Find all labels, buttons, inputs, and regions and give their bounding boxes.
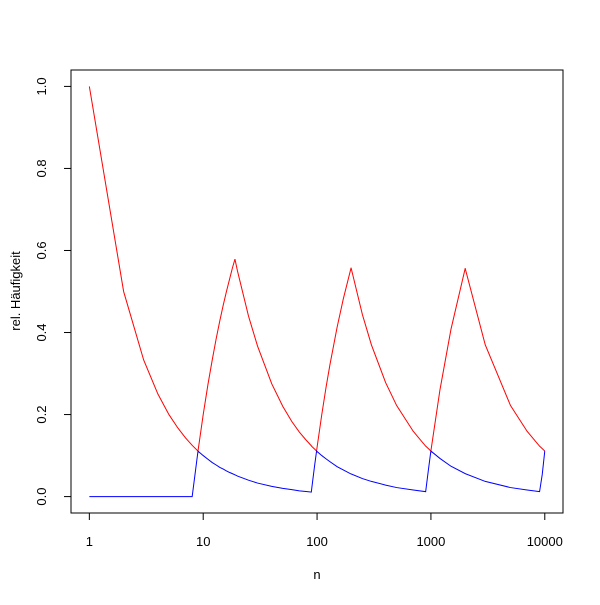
y-tick-label: 0.6 xyxy=(34,241,49,259)
series-line xyxy=(88,86,546,453)
y-tick-label: 0.8 xyxy=(34,159,49,177)
y-tick-label: 0.4 xyxy=(34,323,49,341)
x-tick-label: 1000 xyxy=(416,534,445,549)
x-axis-label: n xyxy=(313,567,320,582)
y-tick-label: 0.0 xyxy=(34,488,49,506)
y-tick-label: 0.2 xyxy=(34,406,49,424)
x-tick-label: 1 xyxy=(86,534,93,549)
y-tick-label: 1.0 xyxy=(34,77,49,95)
series-line xyxy=(89,450,546,498)
x-tick-label: 100 xyxy=(306,534,328,549)
y-axis-label: rel. Häufigkeit xyxy=(8,251,23,331)
x-tick-label: 10000 xyxy=(527,534,563,549)
x-tick-label: 10 xyxy=(196,534,210,549)
